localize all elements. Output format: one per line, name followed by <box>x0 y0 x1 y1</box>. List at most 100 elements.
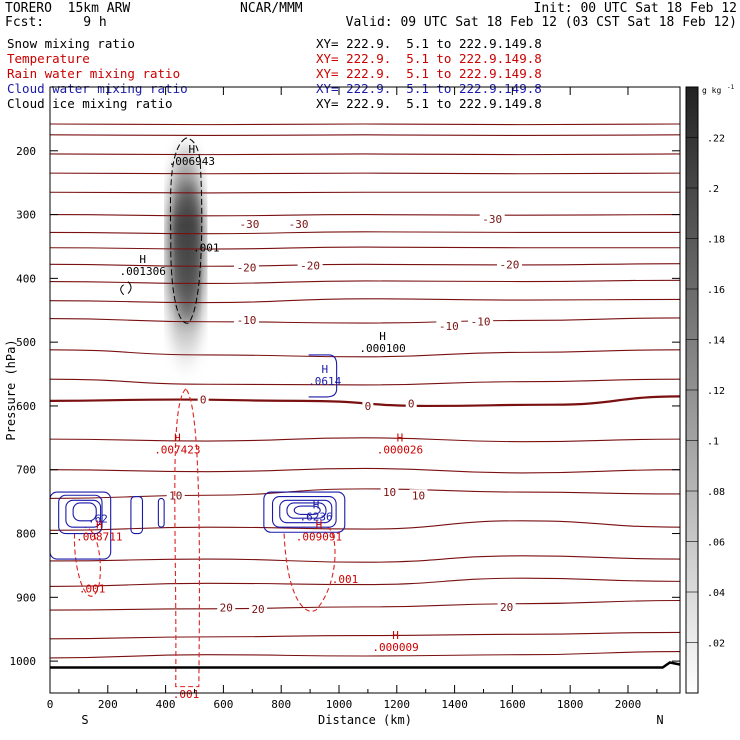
terrain-line <box>50 661 681 669</box>
valid-time: Valid: 09 UTC Sat 18 Feb 12 (03 CST Sat … <box>345 15 737 30</box>
x-tick-label: 200 <box>98 698 118 711</box>
isotherm <box>49 349 681 358</box>
isotherm <box>49 172 681 175</box>
max-marker: H <box>397 431 404 444</box>
isotherm <box>49 279 681 285</box>
label-bg <box>409 489 428 501</box>
field-xy: XY= 222.9. 5.1 to 222.9.149.8 <box>316 96 542 111</box>
x-axis-label: Distance (km) <box>318 713 412 727</box>
isotherm-label: -20 <box>300 260 320 273</box>
isotherm-label: 10 <box>412 489 425 502</box>
isotherm-label: 20 <box>220 602 233 615</box>
max-marker: H <box>313 498 320 511</box>
isotherm <box>49 317 681 324</box>
max-value: .000026 <box>377 443 423 456</box>
isotherm <box>49 650 681 659</box>
organization: NCAR/MMM <box>240 1 303 16</box>
label-bg <box>217 601 236 613</box>
field-xy: XY= 222.9. 5.1 to 222.9.149.8 <box>316 36 542 51</box>
rain-contour <box>174 388 200 688</box>
isotherm <box>49 153 681 156</box>
isotherm-label: -30 <box>289 218 309 231</box>
label-bg <box>436 320 462 332</box>
colorbar-label: .14 <box>707 336 725 347</box>
cloud-water-contour <box>286 502 327 519</box>
field-name: Rain water mixing ratio <box>7 66 181 81</box>
max-value: .008711 <box>76 530 122 543</box>
isotherm <box>49 555 681 563</box>
cloud-water-contour <box>308 354 338 398</box>
snow-contour <box>169 137 203 324</box>
field-name: Cloud water mixing ratio <box>7 81 188 96</box>
model-title: TORERO 15km ARW <box>5 1 131 16</box>
x-tick-label: 400 <box>156 698 176 711</box>
isotherm <box>49 246 680 250</box>
isotherm <box>49 298 681 304</box>
snow-contour-small <box>120 281 132 296</box>
isotherm <box>49 520 681 531</box>
max-marker: H <box>174 431 181 444</box>
isotherm <box>49 467 681 474</box>
colorbar-label: .02 <box>707 639 725 650</box>
label-bg <box>286 218 312 230</box>
cloud-water-contour <box>293 505 321 515</box>
isotherm <box>49 263 681 267</box>
y-tick-label: 400 <box>16 272 36 285</box>
x-tick-label: 800 <box>271 698 291 711</box>
plot-frame <box>49 86 681 694</box>
y-tick-label: 300 <box>16 209 36 222</box>
isotherm <box>49 134 681 137</box>
isotherm-label: -20 <box>237 262 257 275</box>
max-value: .6236 <box>300 510 333 523</box>
max-value: .007423 <box>154 443 200 456</box>
y-tick-label: 700 <box>16 464 36 477</box>
max-value: .000009 <box>372 641 418 654</box>
colorbar-label: .04 <box>707 588 725 599</box>
isotherm <box>49 599 681 611</box>
endpoint-left: S <box>81 713 88 727</box>
colorbar-label: .18 <box>707 235 725 246</box>
label-bg <box>468 315 494 327</box>
isotherm-label: -10 <box>471 316 491 329</box>
isotherm <box>49 437 681 443</box>
isotherm-label: -10 <box>439 320 459 333</box>
cloud-water-contour <box>279 499 333 524</box>
max-value: .006943 <box>169 155 215 168</box>
field-name: Temperature <box>7 51 90 66</box>
label-bg <box>380 486 399 498</box>
y-tick-label: 200 <box>16 145 36 158</box>
rain-contour <box>283 526 336 612</box>
max-value: .001306 <box>120 265 166 278</box>
colorbar-label: .16 <box>707 285 725 296</box>
max-marker: H <box>96 518 103 531</box>
label-bg <box>236 218 262 230</box>
y-tick-label: 600 <box>16 400 36 413</box>
field-name: Snow mixing ratio <box>7 36 135 51</box>
colorbar-label: .1 <box>707 437 719 448</box>
label-bg <box>297 259 323 271</box>
y-axis-label: Pressure (hPa) <box>4 339 18 440</box>
colorbar-label: .08 <box>707 487 725 498</box>
x-tick-label: 600 <box>213 698 233 711</box>
max-marker: H <box>379 330 386 343</box>
x-tick-label: 1600 <box>499 698 526 711</box>
label-bg <box>362 399 374 411</box>
colorbar-unit-exponent: -1 <box>727 84 735 91</box>
cloud-water-contour <box>263 491 346 533</box>
max-marker: H <box>392 629 399 642</box>
field-xy: XY= 222.9. 5.1 to 222.9.149.8 <box>316 66 542 81</box>
max-marker: H <box>189 143 196 156</box>
isotherm <box>49 214 681 217</box>
cloud-water-contour <box>72 502 97 522</box>
isotherm <box>49 231 680 235</box>
isotherm-label: 20 <box>500 601 513 614</box>
cloud-water-contour <box>157 497 165 528</box>
label-bg <box>479 213 505 225</box>
isotherm-label: 20 <box>251 603 264 616</box>
max-value: .001 <box>193 241 220 254</box>
x-tick-label: 1400 <box>441 698 468 711</box>
snow-core <box>176 182 199 323</box>
isotherm <box>49 488 681 499</box>
max-value: .000100 <box>359 342 405 355</box>
